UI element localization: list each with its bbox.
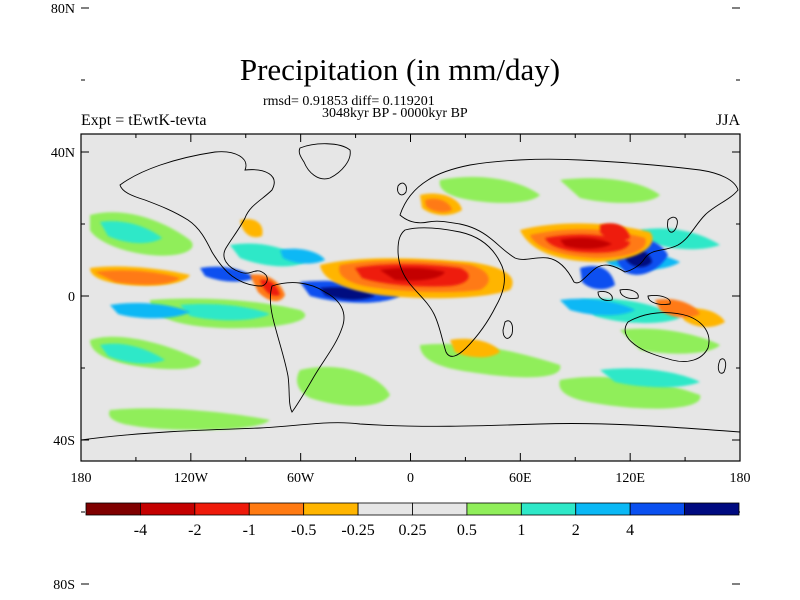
colorbar: -4 -2 -1 -0.5 -0.25 0.25 0.5 1 2 4 [85,502,740,539]
colorbar-swatch [575,502,631,516]
lat-tick-label: 0 [68,290,75,305]
lon-tick-label: 180 [730,471,751,486]
colorbar-label: 0.5 [457,522,477,539]
latitude-axis: 80N 40N 0 40S 80S [51,2,740,593]
lon-tick-label: 180 [71,471,92,486]
colorbar-label: 0.25 [399,522,427,539]
lon-tick-label: 60E [509,471,532,486]
colorbar-swatch [466,502,522,516]
colorbar-swatch [248,502,305,516]
season-label: JJA [716,112,741,129]
lat-tick-label: 80N [51,2,75,17]
colorbar-swatch [194,502,250,516]
colorbar-label: -0.5 [291,522,316,539]
colorbar-swatch [140,502,196,516]
map-title: Precipitation (in mm/day) [239,52,561,87]
anomaly-field [90,176,725,430]
lat-tick-label: 80S [53,578,75,593]
colorbar-swatch [412,502,468,516]
colorbar-label: -0.25 [341,522,374,539]
colorbar-swatch [85,502,141,516]
colorbar-swatch [303,502,359,516]
colorbar-swatch [684,502,740,516]
colorbar-label: 1 [517,522,525,539]
colorbar-swatch [357,502,413,516]
lon-tick-label: 120E [615,471,645,486]
lat-tick-label: 40N [51,146,75,161]
lon-tick-label: 60W [287,471,315,486]
lon-tick-label: 0 [407,471,414,486]
experiment-label: Expt = tEwtK-tevta [81,112,207,129]
colorbar-label: 2 [572,522,580,539]
lat-tick-label: 40S [53,434,75,449]
colorbar-swatch [629,502,685,516]
period-label: 3048kyr BP - 0000kyr BP [322,106,468,121]
colorbar-label: -4 [134,522,147,539]
colorbar-label: -2 [188,522,201,539]
colorbar-label: -1 [243,522,256,539]
coastlines [81,143,740,441]
colorbar-label: 4 [626,522,634,539]
stats-line: rmsd= 0.91853 diff= 0.119201 [263,94,435,109]
colorbar-swatch [520,502,577,516]
lon-tick-label: 120W [174,471,209,486]
longitude-axis: 180 120W 60W 0 60E 120E 180 [71,134,751,486]
